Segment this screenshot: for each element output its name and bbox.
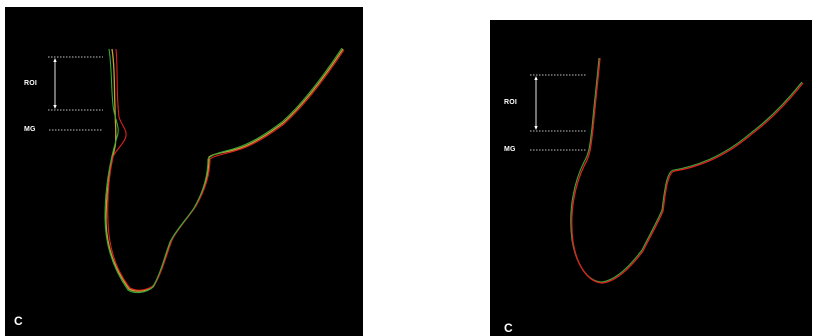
roi-arrow-head-top (534, 76, 538, 80)
left-panel-drawing (48, 47, 345, 294)
roi-label: ROI (24, 80, 38, 87)
roi-arrow-head-bottom (53, 105, 57, 109)
mg-label: MG (504, 146, 516, 153)
right-panel-drawing (530, 57, 804, 284)
left-panel: ROI MG C (5, 7, 363, 336)
contour-green (104, 47, 343, 294)
right-panel: ROI MG C (490, 20, 812, 336)
roi-label: ROI (504, 99, 518, 106)
contour-green (570, 57, 803, 283)
roi-arrow-head-top (53, 58, 57, 62)
panel-letter: C (14, 314, 23, 328)
mg-label: MG (24, 126, 36, 133)
panel-letter: C (504, 321, 513, 335)
contour-yellow (105, 48, 344, 292)
contour-red (571, 57, 804, 284)
contour-red (107, 48, 345, 291)
roi-arrow-head-bottom (534, 126, 538, 130)
